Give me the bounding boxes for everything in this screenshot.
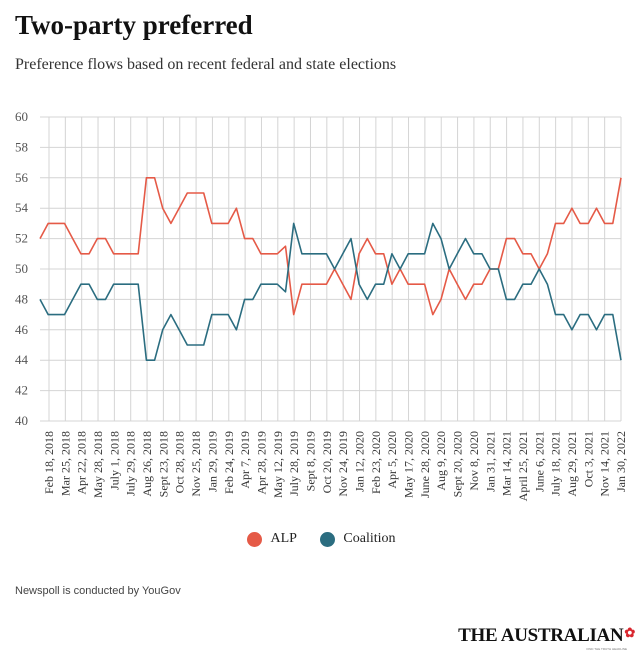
- x-tick-label: Apr 28, 2019: [254, 431, 268, 495]
- chart-subtitle: Preference flows based on recent federal…: [15, 56, 397, 73]
- publisher-logo[interactable]: THE AUSTRALIAN✿: [458, 625, 635, 647]
- y-tick-label: 50: [15, 261, 28, 276]
- x-tick-label: Nov 14, 2021: [598, 431, 612, 497]
- x-tick-label: Nov 8, 2020: [467, 431, 481, 491]
- x-tick-label: June 28, 2020: [418, 431, 432, 498]
- y-tick-label: 56: [15, 170, 29, 185]
- y-tick-label: 44: [15, 352, 29, 367]
- legend-label-coalition: Coalition: [343, 531, 396, 546]
- x-tick-label: Oct 20, 2019: [320, 431, 334, 493]
- x-tick-label: Nov 25, 2018: [189, 431, 203, 497]
- x-tick-label: Mar 25, 2018: [58, 431, 72, 496]
- series: [39, 177, 622, 362]
- x-tick-label: April 25, 2021: [516, 431, 530, 501]
- x-tick-label: Feb 23, 2020: [369, 431, 383, 494]
- y-axis: 40 42 44 46 48 50 52 54 56 58 60: [15, 109, 29, 428]
- x-tick-label: Apr 5, 2020: [385, 431, 399, 489]
- x-tick-label: Jan 12, 2020: [353, 431, 367, 492]
- y-tick-label: 58: [15, 139, 28, 154]
- logo-text: THE AUSTRALIAN: [458, 625, 624, 646]
- x-tick-label: May 28, 2018: [91, 431, 105, 498]
- y-tick-label: 46: [15, 322, 29, 337]
- x-tick-label: Apr 7, 2019: [238, 431, 252, 489]
- series-line-alp[interactable]: [39, 177, 622, 316]
- y-tick-label: 52: [15, 231, 28, 246]
- logo-mark-icon: ✿: [624, 625, 635, 640]
- x-tick-label: Aug 29, 2021: [565, 431, 579, 497]
- y-tick-label: 60: [15, 109, 28, 124]
- x-tick-label: Jan 31, 2021: [483, 431, 497, 492]
- x-tick-label: Apr 22, 2018: [75, 431, 89, 495]
- x-tick-label: Jan 30, 2022: [614, 431, 628, 492]
- legend-item-alp[interactable]: ALP: [247, 531, 297, 547]
- x-tick-label: Feb 24, 2019: [222, 431, 236, 494]
- x-tick-label: May 12, 2019: [271, 431, 285, 498]
- source-note: Newspoll is conducted by YouGov: [15, 585, 181, 597]
- x-tick-label: Sept 20, 2020: [451, 431, 465, 497]
- x-tick-label: Nov 24, 2019: [336, 431, 350, 497]
- x-tick-label: May 17, 2020: [402, 431, 416, 498]
- line-chart: 40 42 44 46 48 50 52 54 56 58 60 Feb 18, 2018 Mar 2…: [15, 109, 628, 501]
- x-tick-label: Jan 29, 2019: [205, 431, 219, 492]
- legend-label-alp: ALP: [270, 531, 297, 546]
- x-tick-label: Oct 3, 2021: [581, 431, 595, 487]
- x-tick-label: Sept 23, 2018: [156, 431, 170, 497]
- x-tick-label: July 18, 2021: [549, 431, 563, 496]
- x-tick-label: Sept 8, 2019: [303, 431, 317, 491]
- x-tick-label: Aug 9, 2020: [434, 431, 448, 491]
- x-tick-label: June 6, 2021: [532, 431, 546, 492]
- logo-tagline: FIND THE TRUTH HEADLINE: [586, 647, 627, 651]
- y-tick-label: 54: [15, 200, 29, 215]
- y-tick-label: 48: [15, 291, 28, 306]
- y-tick-label: 40: [15, 413, 28, 428]
- legend-marker-alp: [247, 531, 263, 547]
- grid: [40, 116, 622, 422]
- x-tick-label: Oct 28, 2018: [173, 431, 187, 493]
- series-line-coalition[interactable]: [39, 222, 622, 362]
- x-tick-label: Aug 26, 2018: [140, 431, 154, 497]
- legend-item-coalition[interactable]: Coalition: [320, 531, 396, 547]
- chart-title: Two-party preferred: [15, 10, 253, 40]
- legend: ALP Coalition: [0, 531, 643, 552]
- x-tick-label: July 28, 2019: [287, 431, 301, 496]
- x-tick-label: Mar 14, 2021: [500, 431, 514, 496]
- x-tick-label: Feb 18, 2018: [42, 431, 56, 494]
- legend-marker-coalition: [320, 531, 336, 547]
- x-tick-label: July 29, 2018: [124, 431, 138, 496]
- x-tick-label: July 1, 2018: [107, 431, 121, 490]
- x-axis: Feb 18, 2018 Mar 25, 2018 Apr 22, 2018 May …: [42, 431, 628, 501]
- y-tick-label: 42: [15, 383, 28, 398]
